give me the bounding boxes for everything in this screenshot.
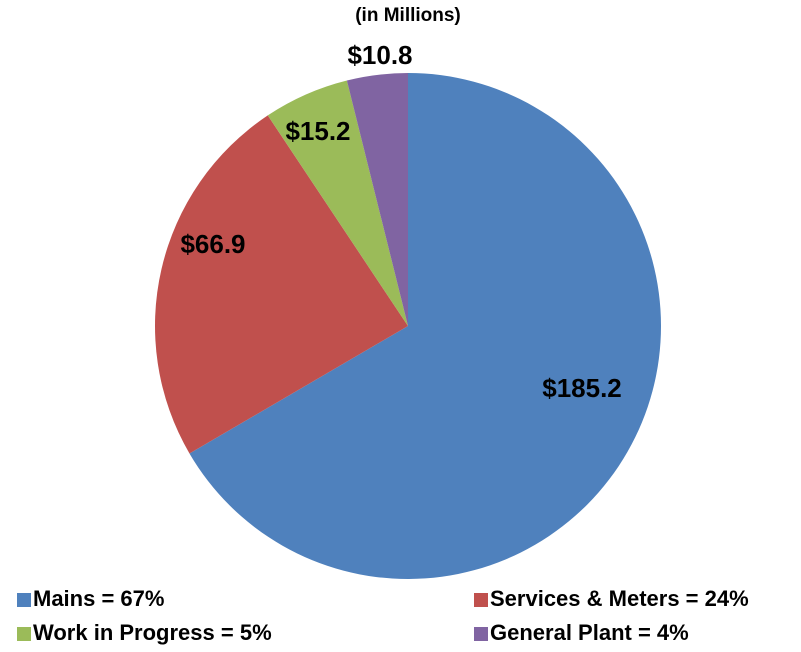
legend-label: Work in Progress = 5%: [33, 620, 272, 645]
chart-title: (in Millions): [355, 5, 461, 26]
data-label: $66.9: [180, 229, 245, 259]
legend-swatch: [17, 593, 31, 607]
legend-label: Services & Meters = 24%: [490, 586, 749, 611]
data-label: $15.2: [285, 116, 350, 146]
pie-slice: [155, 115, 408, 454]
pie-slice: [267, 80, 408, 327]
legend-swatch: [474, 627, 488, 641]
data-label: $185.2: [542, 373, 622, 403]
pie-slice: [346, 73, 408, 326]
legend-swatch: [474, 593, 488, 607]
legend-label: Mains = 67%: [33, 586, 164, 611]
pie-slice: [189, 73, 662, 579]
legend-swatch: [17, 627, 31, 641]
legend-label: General Plant = 4%: [490, 620, 689, 645]
data-label: $10.8: [347, 40, 412, 70]
